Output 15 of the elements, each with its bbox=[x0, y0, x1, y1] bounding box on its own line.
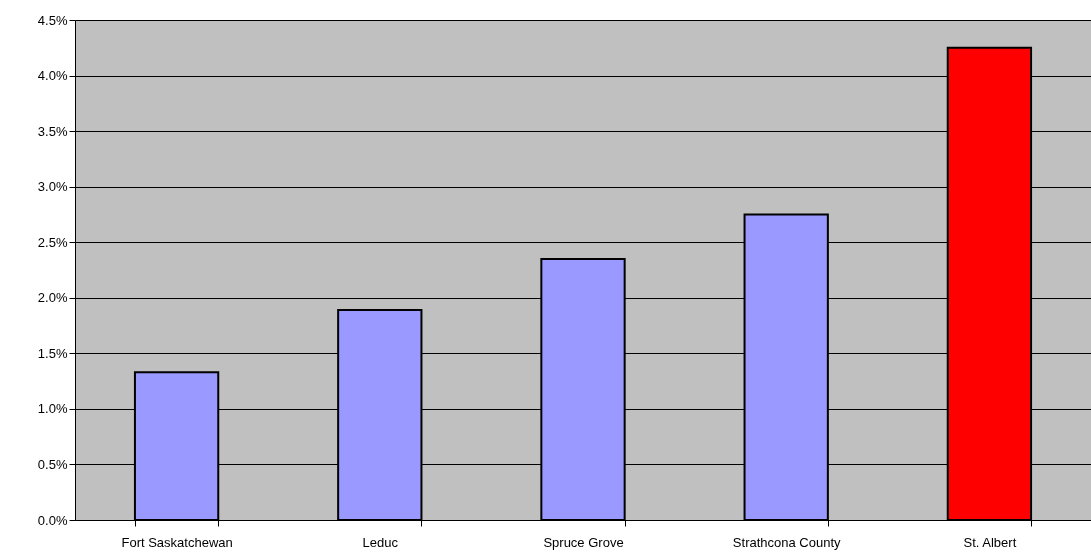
x-tick-label: Leduc bbox=[362, 534, 399, 550]
y-tick-label: 2.5% bbox=[37, 234, 68, 250]
x-tick-label: St. Albert bbox=[963, 534, 1017, 550]
y-tick-label: 3.0% bbox=[37, 179, 68, 195]
x-tick-label: Spruce Grove bbox=[543, 534, 624, 550]
y-tick-label: 4.5% bbox=[37, 12, 68, 28]
y-tick-label: 2.0% bbox=[37, 290, 68, 306]
y-tick-label: 0.0% bbox=[37, 512, 68, 528]
y-tick-label: 3.5% bbox=[37, 123, 68, 139]
x-tick-label: Strathcona County bbox=[732, 534, 842, 550]
x-tick-label: Fort Saskatchewan bbox=[121, 534, 233, 550]
y-tick-label: 1.5% bbox=[37, 345, 68, 361]
y-tick-label: 4.0% bbox=[37, 68, 68, 84]
y-tick-label: 1.0% bbox=[37, 401, 68, 417]
y-tick-label: 0.5% bbox=[37, 456, 68, 472]
